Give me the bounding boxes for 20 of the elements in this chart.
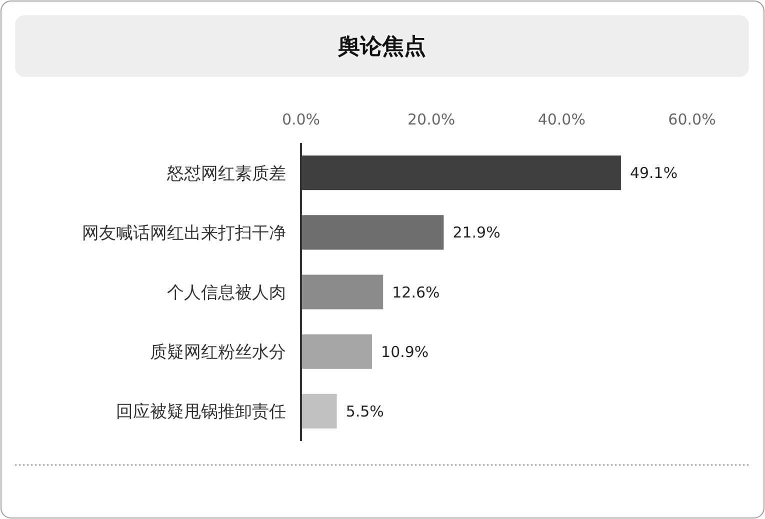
data-label: 49.1% bbox=[630, 164, 678, 182]
y-tick-label: 个人信息被人肉 bbox=[167, 282, 286, 303]
data-label: 5.5% bbox=[346, 402, 384, 420]
bar bbox=[301, 394, 337, 428]
y-tick-label: 回应被疑甩锅推卸责任 bbox=[116, 402, 286, 422]
x-tick-label: 60.0% bbox=[668, 110, 716, 128]
data-label: 12.6% bbox=[392, 283, 440, 302]
x-tick-label: 0.0% bbox=[282, 110, 320, 128]
x-tick-label: 40.0% bbox=[538, 110, 586, 128]
y-tick-label: 怒怼网红素质差 bbox=[166, 164, 286, 184]
chart-title: 舆论焦点 bbox=[337, 34, 426, 60]
data-label: 21.9% bbox=[452, 224, 500, 242]
bar bbox=[301, 215, 444, 250]
y-tick-label: 网友喊话网红出来打扫干净 bbox=[82, 223, 286, 244]
y-tick-label: 质疑网红粉丝水分 bbox=[150, 342, 286, 363]
bar bbox=[301, 156, 621, 190]
x-tick-label: 20.0% bbox=[408, 110, 456, 128]
bar bbox=[301, 274, 384, 310]
data-label: 10.9% bbox=[381, 342, 429, 361]
bar bbox=[301, 334, 372, 369]
